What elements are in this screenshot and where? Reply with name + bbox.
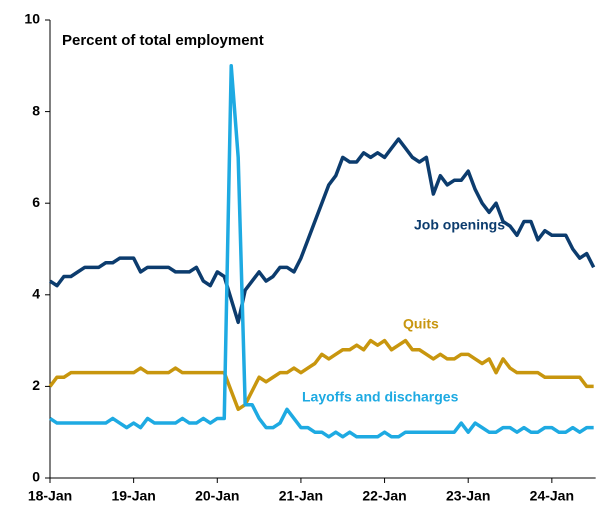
x-tick-label: 23-Jan <box>446 488 490 504</box>
x-tick-label: 19-Jan <box>111 488 155 504</box>
x-tick-label: 20-Jan <box>195 488 239 504</box>
series-label: Layoffs and discharges <box>302 389 459 405</box>
y-tick-label: 0 <box>32 469 40 485</box>
series-label: Job openings <box>414 217 505 233</box>
x-tick-label: 21-Jan <box>279 488 323 504</box>
chart-subtitle: Percent of total employment <box>62 32 264 49</box>
series-line <box>48 338 594 412</box>
x-tick-label: 22-Jan <box>362 488 406 504</box>
series-line <box>49 64 594 439</box>
y-tick-label: 8 <box>32 102 40 118</box>
y-tick-label: 4 <box>32 286 40 302</box>
y-tick-label: 10 <box>24 11 40 27</box>
y-tick-label: 2 <box>32 377 40 393</box>
series-line <box>49 137 596 325</box>
y-tick-label: 6 <box>32 194 40 210</box>
series-label: Quits <box>403 316 439 332</box>
x-tick-label: 24-Jan <box>530 488 574 504</box>
x-tick-label: 18-Jan <box>28 488 72 504</box>
